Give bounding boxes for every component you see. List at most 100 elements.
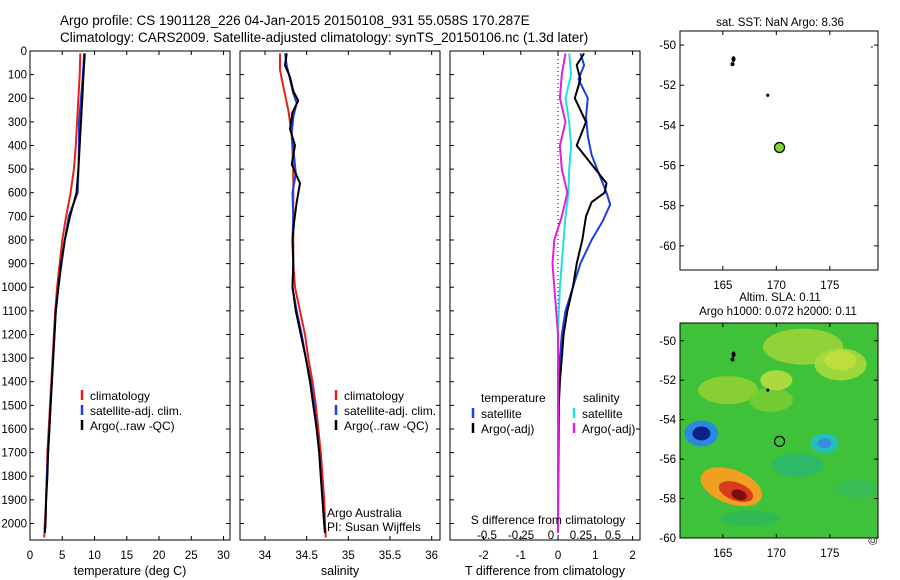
x-tick-label: 175: [820, 280, 839, 292]
island-marker: [766, 93, 770, 97]
x-tick-label: 35.5: [379, 550, 401, 562]
chart-title: Argo profile: CS 1901128_226 04-Jan-2015…: [60, 13, 530, 28]
plot-frame: [29, 50, 231, 541]
map-title: sat. SST: NaN Argo: 8.36: [716, 17, 844, 29]
x-tick-label: -2: [478, 550, 488, 562]
plot-frame: [449, 50, 641, 541]
y-tick-label: 2000: [1, 518, 27, 530]
legend-heading: temperature: [481, 391, 546, 405]
y-tick-label: -54: [659, 415, 676, 427]
legend-difference: temperature salinitysatelliteArgo(-adj)sa…: [471, 391, 635, 436]
profile-panel-1: 0 5 10 15 20 25 300100200300400500600700800900…: [1, 46, 231, 578]
x-tick-label: 165: [713, 548, 732, 560]
secondary-tick-label: 0.5: [605, 530, 621, 542]
y-tick-label: 1300: [1, 353, 27, 365]
x-tick-label: 15: [120, 550, 133, 562]
y-tick-label: -60: [659, 533, 676, 545]
y-tick-label: 1200: [1, 329, 27, 341]
legend-label: Argo(-adj): [582, 422, 635, 436]
map-frame: [679, 322, 879, 539]
sla-low-core: [692, 426, 711, 441]
y-tick-label: 300: [8, 117, 27, 129]
y-tick-label: 200: [8, 93, 27, 105]
legend-heading: salinity: [583, 391, 620, 405]
y-tick-label: -52: [659, 375, 676, 387]
y-tick-label: 100: [8, 70, 27, 82]
y-tick-label: 800: [8, 235, 27, 247]
secondary-axis-label: S difference from climatology: [471, 513, 626, 527]
y-tick-label: 1100: [2, 306, 27, 318]
sst-map: 165 170 175 -50 -52 -54 -56 -58 -60: [659, 30, 879, 292]
panel-annotation: Argo Australia: [327, 506, 402, 520]
x-tick-label: 34: [259, 550, 272, 562]
x-axis-label: temperature (deg C): [74, 564, 187, 578]
sla-patch: [834, 478, 879, 499]
secondary-tick-label: 0.25: [570, 530, 592, 542]
legend-label: satellite-adj. clim.: [344, 404, 436, 418]
x-tick-label: 0: [555, 550, 561, 562]
y-tick-label: 500: [8, 164, 27, 176]
x-tick-label: 175: [820, 548, 839, 560]
x-tick-label: 5: [59, 550, 65, 562]
series-line: [43, 53, 86, 533]
x-tick-label: 165: [713, 280, 732, 292]
series-line: [279, 53, 327, 538]
map-title: Altim. SLA: 0.11: [739, 292, 821, 304]
x-tick-label: 10: [88, 550, 101, 562]
y-tick-label: -54: [659, 120, 676, 132]
y-tick-label: 1900: [1, 495, 27, 507]
legend-label: Argo(..raw -QC): [90, 419, 175, 433]
y-tick-label: -56: [659, 161, 676, 173]
legend-label: climatology: [90, 389, 150, 403]
legend-label: satellite-adj. clim.: [90, 404, 182, 418]
x-tick-label: 1: [592, 550, 598, 562]
x-tick-label: -1: [516, 550, 526, 562]
speck-marker: [871, 46, 873, 48]
y-tick-label: 1000: [1, 282, 27, 294]
x-tick-label: 35: [342, 550, 355, 562]
series-line: [284, 53, 326, 533]
panel-annotation: PI: Susan Wijffels: [327, 520, 421, 534]
y-tick-label: 1700: [1, 448, 27, 460]
y-tick-label: 1800: [1, 471, 27, 483]
y-tick-label: 1500: [1, 400, 27, 412]
legend-label: Argo(..raw -QC): [344, 419, 429, 433]
x-tick-label: 20: [153, 550, 166, 562]
y-tick-label: 600: [8, 188, 27, 200]
x-axis-label: T difference from climatology: [465, 564, 626, 578]
island-marker: [730, 62, 735, 67]
y-tick-label: -50: [659, 336, 676, 348]
sla-patch: [719, 510, 780, 527]
profile-panel-2: 34 34.5 35 35.5 36 salinity: [239, 50, 441, 578]
legend-label: satellite: [481, 407, 522, 421]
y-tick-label: -58: [659, 494, 676, 506]
y-tick-label: -50: [659, 40, 676, 52]
sla-patch: [698, 376, 759, 405]
island-marker: [731, 56, 736, 63]
y-tick-label: 900: [8, 259, 27, 271]
secondary-tick-label: -0.25: [508, 530, 534, 542]
x-tick-label: 25: [185, 550, 198, 562]
legend-label: Argo(-adj): [481, 422, 534, 436]
sla-low-core: [817, 438, 832, 449]
y-tick-label: 0: [21, 46, 27, 58]
y-tick-label: 1600: [1, 424, 27, 436]
y-tick-label: -58: [659, 201, 676, 213]
y-tick-label: 700: [8, 211, 27, 223]
series-line: [557, 53, 612, 533]
x-tick-label: 2: [629, 550, 635, 562]
island-marker: [766, 388, 770, 392]
sla-patch: [771, 453, 824, 478]
x-tick-label: 30: [217, 550, 230, 562]
argo-position-marker: [773, 141, 786, 154]
island-marker: [730, 357, 735, 362]
secondary-tick-label: 0: [548, 530, 554, 542]
y-tick-label: -60: [659, 241, 676, 253]
profile-panel-3: -2 -1 0 1 2T difference from climatology: [449, 50, 641, 578]
sla-high: [760, 370, 793, 391]
series-line: [551, 53, 569, 533]
sla-high-peak: [731, 489, 747, 501]
series-line: [557, 52, 608, 533]
